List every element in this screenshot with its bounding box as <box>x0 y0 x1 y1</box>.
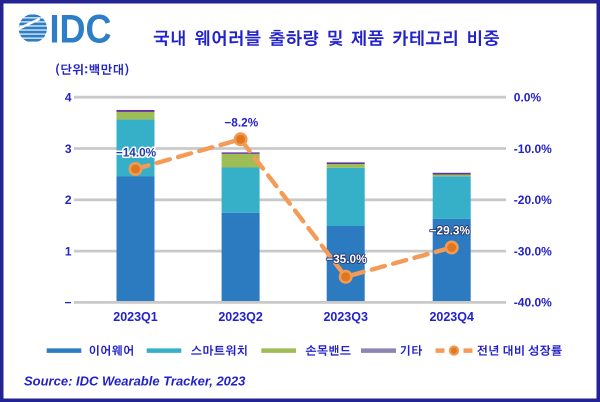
svg-text:2023Q2: 2023Q2 <box>218 310 263 324</box>
svg-text:Source: IDC Wearable Tracker,: Source: IDC Wearable Tracker, 2023 <box>24 374 246 389</box>
svg-text:3: 3 <box>65 142 72 156</box>
svg-text:−29.3%: −29.3% <box>430 224 471 238</box>
svg-text:2023Q3: 2023Q3 <box>323 310 368 324</box>
svg-text:1: 1 <box>65 244 72 258</box>
svg-text:2023Q4: 2023Q4 <box>429 310 474 324</box>
svg-text:-30.0%: -30.0% <box>514 244 552 258</box>
svg-text:4: 4 <box>65 91 72 105</box>
svg-text:−8.2%: −8.2% <box>224 116 258 130</box>
svg-text:-10.0%: -10.0% <box>514 142 552 156</box>
svg-text:-20.0%: -20.0% <box>514 193 552 207</box>
svg-text:2: 2 <box>65 193 72 207</box>
svg-text:2023Q1: 2023Q1 <box>113 310 158 324</box>
svg-text:0.0%: 0.0% <box>514 91 542 105</box>
svg-text:−14.0%: −14.0% <box>116 145 157 159</box>
svg-text:IDC: IDC <box>50 8 112 52</box>
svg-text:−35.0%: −35.0% <box>326 252 367 266</box>
svg-text:−: − <box>64 296 71 310</box>
svg-text:-40.0%: -40.0% <box>514 296 552 310</box>
